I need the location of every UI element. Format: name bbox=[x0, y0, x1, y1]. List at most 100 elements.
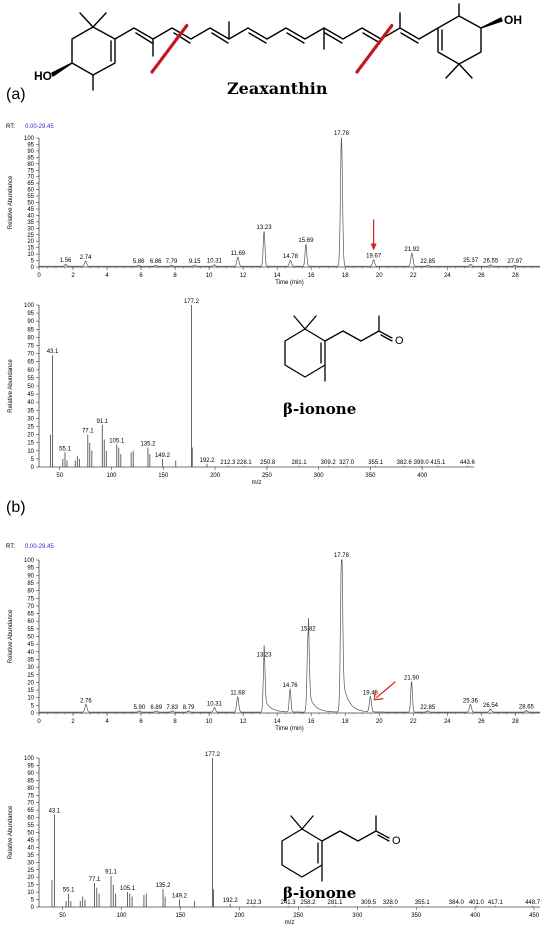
peak-apex bbox=[138, 711, 140, 713]
x-tick-label: 150 bbox=[158, 473, 169, 479]
ms-minor-label: 415.1 bbox=[430, 460, 446, 466]
ms-peak-label: 177.2 bbox=[184, 299, 200, 305]
ms-minor-label: 355.1 bbox=[368, 460, 384, 466]
y-tick-label: 100 bbox=[24, 756, 35, 762]
y-tick-label: 35 bbox=[27, 853, 34, 859]
beta-ionone-title-b: β-ionone bbox=[283, 884, 356, 902]
x-tick-label: 14 bbox=[274, 273, 281, 279]
y-tick-label: 25 bbox=[27, 868, 34, 874]
x-tick-label: 16 bbox=[308, 273, 315, 279]
chromatogram-trace bbox=[39, 137, 540, 267]
peak-label: 19.48 bbox=[363, 691, 379, 697]
y-tick-label: 0 bbox=[31, 465, 35, 471]
ms-minor-label: 241.3 bbox=[281, 900, 297, 906]
peak-label: 11.69 bbox=[231, 251, 246, 257]
y-tick-label: 50 bbox=[27, 201, 34, 207]
x-tick-label: 10 bbox=[206, 719, 213, 725]
arrow-head bbox=[373, 690, 384, 701]
zeaxanthin-right-oh-wedge bbox=[480, 17, 503, 29]
y-tick-label: 75 bbox=[27, 344, 34, 350]
x-tick-label: 400 bbox=[417, 473, 428, 479]
x-tick-label: 2 bbox=[71, 719, 75, 725]
y-tick-label: 90 bbox=[27, 319, 34, 325]
zeaxanthin-right-ring bbox=[437, 15, 482, 65]
peak-apex bbox=[65, 264, 66, 266]
zeaxanthin-right-gem-methyl-1 bbox=[445, 63, 460, 79]
peak-label: 13.23 bbox=[257, 652, 273, 658]
peak-label: 19.67 bbox=[366, 254, 382, 260]
x-tick-label: 250 bbox=[262, 473, 273, 479]
panel-b-label: (b) bbox=[6, 499, 26, 516]
y-tick-label: 40 bbox=[27, 400, 34, 406]
peak-apex bbox=[213, 265, 215, 266]
rt-label: RT: bbox=[6, 124, 15, 130]
peak-label: 5.90 bbox=[134, 705, 146, 711]
ms-peak-label: 105.1 bbox=[120, 886, 136, 892]
y-tick-label: 10 bbox=[27, 890, 34, 896]
zeaxanthin-chain-double-1 bbox=[135, 32, 153, 44]
zeaxanthin-chain-double-7 bbox=[362, 32, 381, 44]
ms-minor-label: 281.1 bbox=[292, 460, 308, 466]
zeaxanthin-left-gem-methyl-2 bbox=[92, 12, 107, 28]
panel-a-label: (a) bbox=[6, 86, 26, 103]
peak-apex bbox=[307, 633, 309, 634]
x-tick-label: 20 bbox=[376, 273, 383, 279]
zeaxanthin-left-ring bbox=[71, 26, 116, 76]
ionone-a-carbonyl bbox=[378, 330, 393, 339]
peak-apex bbox=[138, 265, 140, 267]
peak-label: 6.89 bbox=[150, 705, 162, 711]
ms-peak-label: 55.1 bbox=[63, 888, 75, 894]
ms-minor-label: 281.1 bbox=[327, 900, 343, 906]
x-tick-label: 50 bbox=[56, 473, 63, 479]
x-tick-label: 24 bbox=[444, 273, 451, 279]
peak-apex bbox=[369, 697, 371, 699]
peak-apex bbox=[514, 265, 516, 267]
ms-minor-label: 309.2 bbox=[321, 460, 337, 466]
y-tick-label: 75 bbox=[27, 168, 34, 174]
peak-apex bbox=[171, 265, 172, 267]
x-tick-label: 10 bbox=[206, 273, 213, 279]
y-tick-label: 60 bbox=[27, 619, 34, 625]
x-tick-label: 300 bbox=[314, 473, 325, 479]
y-tick-label: 5 bbox=[31, 898, 35, 904]
x-tick-label: 2 bbox=[71, 273, 75, 279]
ms-minor-label: 382.6 bbox=[397, 460, 413, 466]
y-tick-label: 90 bbox=[27, 149, 34, 155]
zeaxanthin-chain-double-3 bbox=[211, 32, 229, 44]
ms-peak-label: 91.1 bbox=[105, 870, 117, 876]
y-tick-label: 80 bbox=[27, 589, 34, 595]
peak-apex bbox=[373, 260, 375, 261]
chromatogram-b: RT: 0.00-29.45051015202530354045505560657… bbox=[6, 544, 540, 732]
chromatogram-a: RT: 0.00-29.45051015202530354045505560657… bbox=[6, 124, 540, 286]
x-tick-label: 100 bbox=[117, 913, 128, 919]
y-tick-label: 65 bbox=[27, 181, 34, 187]
peak-label: 21.90 bbox=[404, 675, 420, 681]
x-tick-label: 450 bbox=[529, 913, 540, 919]
peak-label: 7.79 bbox=[166, 259, 178, 265]
peak-label: 9.15 bbox=[189, 259, 201, 265]
ms-minor-label: 355.1 bbox=[415, 900, 431, 906]
y-tick-label: 55 bbox=[27, 376, 34, 382]
x-tick-label: 12 bbox=[240, 273, 247, 279]
x-tick-label: 26 bbox=[478, 273, 485, 279]
x-tick-label: 8 bbox=[173, 719, 177, 725]
x-tick-label: 24 bbox=[444, 719, 451, 725]
y-tick-label: 60 bbox=[27, 368, 34, 374]
y-tick-label: 25 bbox=[27, 425, 34, 431]
peak-apex bbox=[194, 265, 196, 267]
y-tick-label: 0 bbox=[31, 265, 35, 271]
x-tick-label: 18 bbox=[342, 273, 349, 279]
zeaxanthin-title: Zeaxanthin bbox=[227, 79, 328, 98]
ms-minor-label: 443.6 bbox=[460, 460, 476, 466]
zeaxanthin-chain-double-8 bbox=[400, 32, 419, 44]
y-tick-label: 70 bbox=[27, 175, 34, 181]
peak-apex bbox=[237, 697, 239, 699]
ms-minor-label: 212.3 bbox=[220, 460, 236, 466]
y-tick-label: 65 bbox=[27, 808, 34, 814]
y-tick-label: 50 bbox=[27, 831, 34, 837]
beta-ionone-title-a: β-ionone bbox=[283, 400, 356, 418]
peak-label: 1.56 bbox=[60, 258, 72, 264]
ionone-b-carbonyl bbox=[375, 830, 390, 839]
peak-apex bbox=[490, 265, 492, 267]
